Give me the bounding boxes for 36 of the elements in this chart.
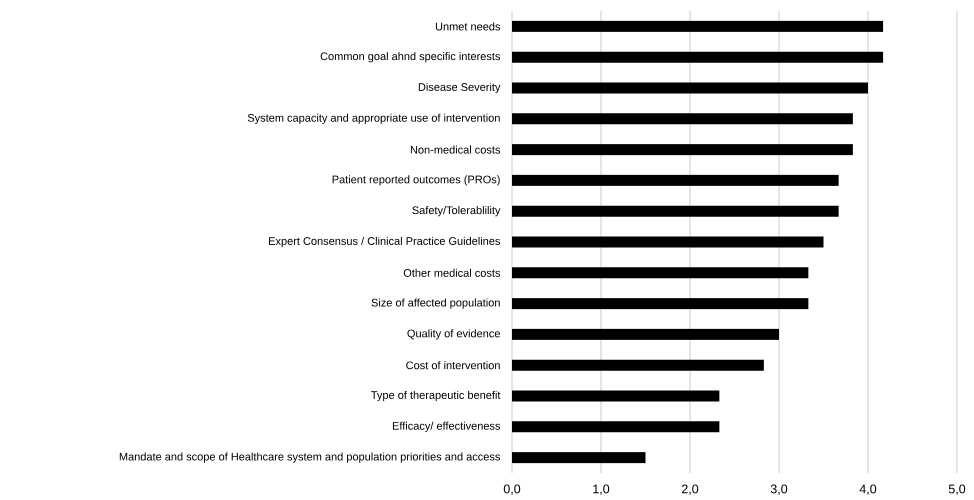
bar: [512, 360, 764, 371]
x-tick-label: 5,0: [948, 484, 966, 495]
y-tick-label: Other medical costs: [404, 268, 500, 277]
y-tick-label: Disease Severity: [418, 82, 500, 94]
y-tick-label: System capacity and appropriate use of intervention: [248, 114, 500, 124]
bar: [512, 113, 853, 124]
y-tick-label: Cost of intervention: [406, 361, 500, 370]
x-tick-label: 4,0: [860, 484, 876, 495]
bar: [512, 421, 720, 432]
y-tick-label: Efficacy/ effectiveness: [392, 422, 500, 432]
bar: [512, 390, 720, 402]
y-tick-label: Quality of evidence: [407, 329, 500, 340]
bar: [512, 20, 884, 32]
y-tick-label: Unmet needs: [436, 22, 500, 30]
y-tick-label: Type of therapeutic benefit: [371, 390, 500, 402]
bar: [512, 82, 868, 94]
bar: [512, 52, 884, 63]
y-tick-label: Patient reported outcomes (PROs): [332, 175, 500, 186]
bar: [512, 206, 839, 217]
bar: [512, 298, 808, 310]
x-tick-label: 1,0: [593, 484, 610, 495]
x-tick-label: 0,0: [504, 484, 520, 495]
y-tick-label: Non-medical costs: [410, 146, 500, 154]
bar: [512, 328, 779, 340]
bar: [512, 267, 808, 278]
y-tick-label: Size of affected population: [372, 298, 500, 309]
x-tick-label: 3,0: [770, 484, 788, 495]
bar: [512, 174, 839, 186]
y-tick-label: Expert Consensus / Clinical Practice Guidelines: [269, 236, 500, 248]
y-tick-label: Common goal ahnd specific interests: [320, 52, 500, 62]
bar: [512, 236, 824, 248]
bar: [512, 144, 853, 156]
x-tick-label: 2,0: [682, 484, 698, 495]
bar: [512, 452, 646, 464]
y-tick-label: Mandate and scope of Healthcare system and population priorities and access: [120, 452, 500, 463]
y-tick-label: Safety/Tolerablility: [412, 206, 500, 216]
